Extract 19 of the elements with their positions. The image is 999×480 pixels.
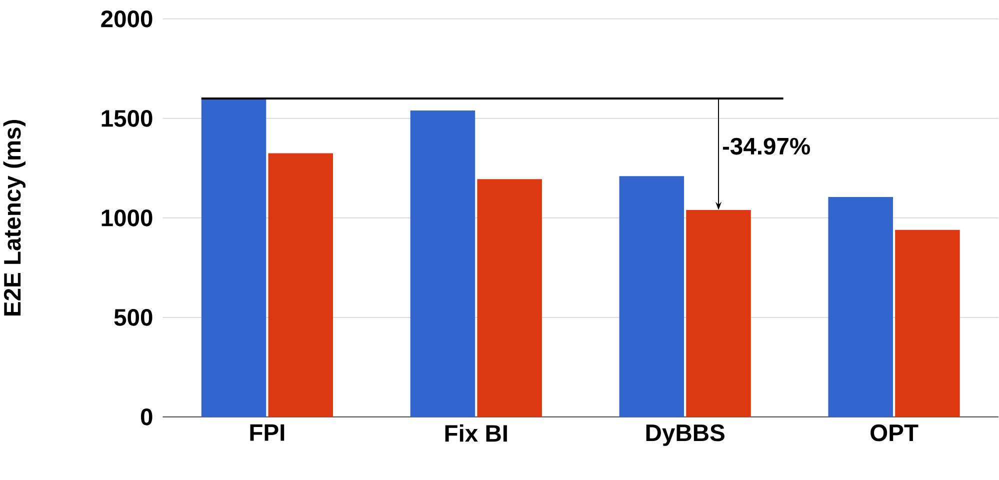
bar <box>268 153 334 418</box>
annotation: -34.97% <box>722 138 810 155</box>
x-tick-label: FPI <box>250 424 284 441</box>
y-tick-label: 500 <box>114 309 152 326</box>
bar <box>828 197 893 418</box>
bar <box>477 179 542 418</box>
y-tick-label: 0 <box>140 408 152 426</box>
bar <box>201 98 266 418</box>
bar <box>619 176 684 418</box>
y-tick-label: 1000 <box>102 210 152 227</box>
bar <box>895 230 960 418</box>
x-tick-label: Fix BI <box>445 424 507 442</box>
bar <box>686 210 751 418</box>
x-tick-label: DyBBS <box>646 424 724 446</box>
y-tick-label: 1500 <box>102 110 152 128</box>
bar <box>410 110 476 418</box>
y-axis-title: E2E Latency (ms) <box>3 120 26 316</box>
y-tick-label: 2000 <box>101 10 152 28</box>
x-tick-label: OPT <box>870 424 918 442</box>
